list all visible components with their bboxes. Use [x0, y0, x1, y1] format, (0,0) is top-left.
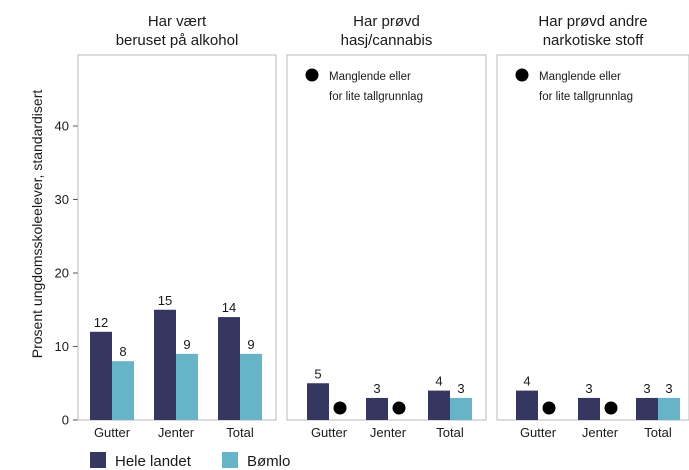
- bar-value-label: 8: [119, 344, 126, 359]
- bar-value-label: 3: [457, 381, 464, 396]
- missing-data-note-line: for lite tallgrunnlag: [329, 91, 423, 103]
- y-tick-label: 30: [55, 192, 69, 207]
- x-tick-label: Total: [226, 425, 254, 440]
- bar: [450, 397, 472, 420]
- missing-data-note-line: for lite tallgrunnlag: [539, 91, 633, 103]
- y-axis-label: Prosent ungdomsskoleelever, standardiser…: [29, 90, 45, 359]
- bar: [658, 397, 680, 420]
- x-tick-label: Gutter: [520, 425, 557, 440]
- bar: [636, 397, 658, 420]
- panel-title-line: Har prøvd andre: [538, 13, 647, 30]
- bar-value-label: 3: [665, 381, 672, 396]
- bar-value-label: 14: [222, 300, 236, 315]
- bar-value-label: 15: [158, 293, 172, 308]
- chart-panels: Har vært beruset på alkohol 12 8 Gutter 15 9 Je…: [77, 13, 689, 440]
- y-tick-label: 10: [55, 339, 69, 354]
- legend-swatch: [90, 452, 106, 468]
- missing-data-note: Manglende eller for lite tallgrunnlag: [539, 71, 633, 103]
- legend-label: Bømlo: [247, 453, 290, 470]
- bar: [112, 361, 134, 420]
- panel-2: Har prøvd hasj/cannabis Manglende eller for…: [286, 13, 487, 440]
- bar-value-label: 4: [523, 374, 530, 389]
- bar: [154, 309, 176, 420]
- y-tick-label: 20: [55, 266, 69, 281]
- bar: [366, 397, 388, 420]
- bar: [307, 383, 329, 420]
- x-tick-label: Jenter: [582, 425, 619, 440]
- bar-value-label: 3: [643, 381, 650, 396]
- x-tick-label: Gutter: [94, 425, 131, 440]
- panel-title-line: Har vært: [148, 13, 207, 30]
- bar: [176, 353, 198, 420]
- x-tick-label: Gutter: [311, 425, 348, 440]
- bar-value-label: 9: [183, 337, 190, 352]
- legend: Hele landet Bømlo: [90, 452, 290, 470]
- panel-3: Har prøvd andre narkotiske stoff Manglende…: [496, 13, 689, 440]
- missing-data-marker: [515, 68, 529, 82]
- bar: [516, 390, 538, 420]
- bar-value-label: 4: [435, 374, 442, 389]
- panel-title: Har prøvd hasj/cannabis: [341, 13, 433, 49]
- y-tick-label: 40: [55, 119, 69, 134]
- panel-frame: [496, 54, 689, 421]
- y-axis: Prosent ungdomsskoleelever, standardiser…: [29, 55, 79, 428]
- bar-value-label: 9: [247, 337, 254, 352]
- missing-data-note: Manglende eller for lite tallgrunnlag: [329, 71, 423, 103]
- x-tick-label: Jenter: [370, 425, 407, 440]
- missing-value-marker: [542, 401, 556, 415]
- bar: [218, 317, 240, 420]
- panel-title-line: Har prøvd: [353, 13, 420, 30]
- bar-value-label: 3: [585, 381, 592, 396]
- bar-value-label: 12: [94, 315, 108, 330]
- x-tick-label: Total: [644, 425, 672, 440]
- missing-value-marker: [392, 401, 406, 415]
- panel-1: Har vært beruset på alkohol 12 8 Gutter 15 9 Je…: [77, 13, 277, 440]
- bar: [428, 390, 450, 420]
- x-tick-label: Jenter: [158, 425, 195, 440]
- bar: [90, 331, 112, 420]
- legend-swatch: [222, 452, 238, 468]
- panel-title: Har prøvd andre narkotiske stoff: [538, 13, 647, 49]
- missing-data-marker: [305, 68, 319, 82]
- x-tick-label: Total: [436, 425, 464, 440]
- y-tick-label: 0: [62, 413, 69, 428]
- bar-value-label: 3: [373, 381, 380, 396]
- panel-title-line: beruset på alkohol: [116, 32, 239, 49]
- legend-label: Hele landet: [115, 453, 192, 470]
- missing-value-marker: [333, 401, 347, 415]
- panel-title-line: hasj/cannabis: [341, 32, 433, 49]
- bar: [240, 353, 262, 420]
- missing-data-note-line: Manglende eller: [539, 71, 621, 83]
- missing-value-marker: [604, 401, 618, 415]
- bar: [578, 397, 600, 420]
- panel-frame: [286, 54, 487, 421]
- missing-data-note-line: Manglende eller: [329, 71, 411, 83]
- bar-value-label: 5: [314, 366, 321, 381]
- panel-title-line: narkotiske stoff: [543, 32, 644, 49]
- y-ticks: 0 10 20 30 40: [55, 119, 78, 428]
- panel-title: Har vært beruset på alkohol: [116, 13, 239, 49]
